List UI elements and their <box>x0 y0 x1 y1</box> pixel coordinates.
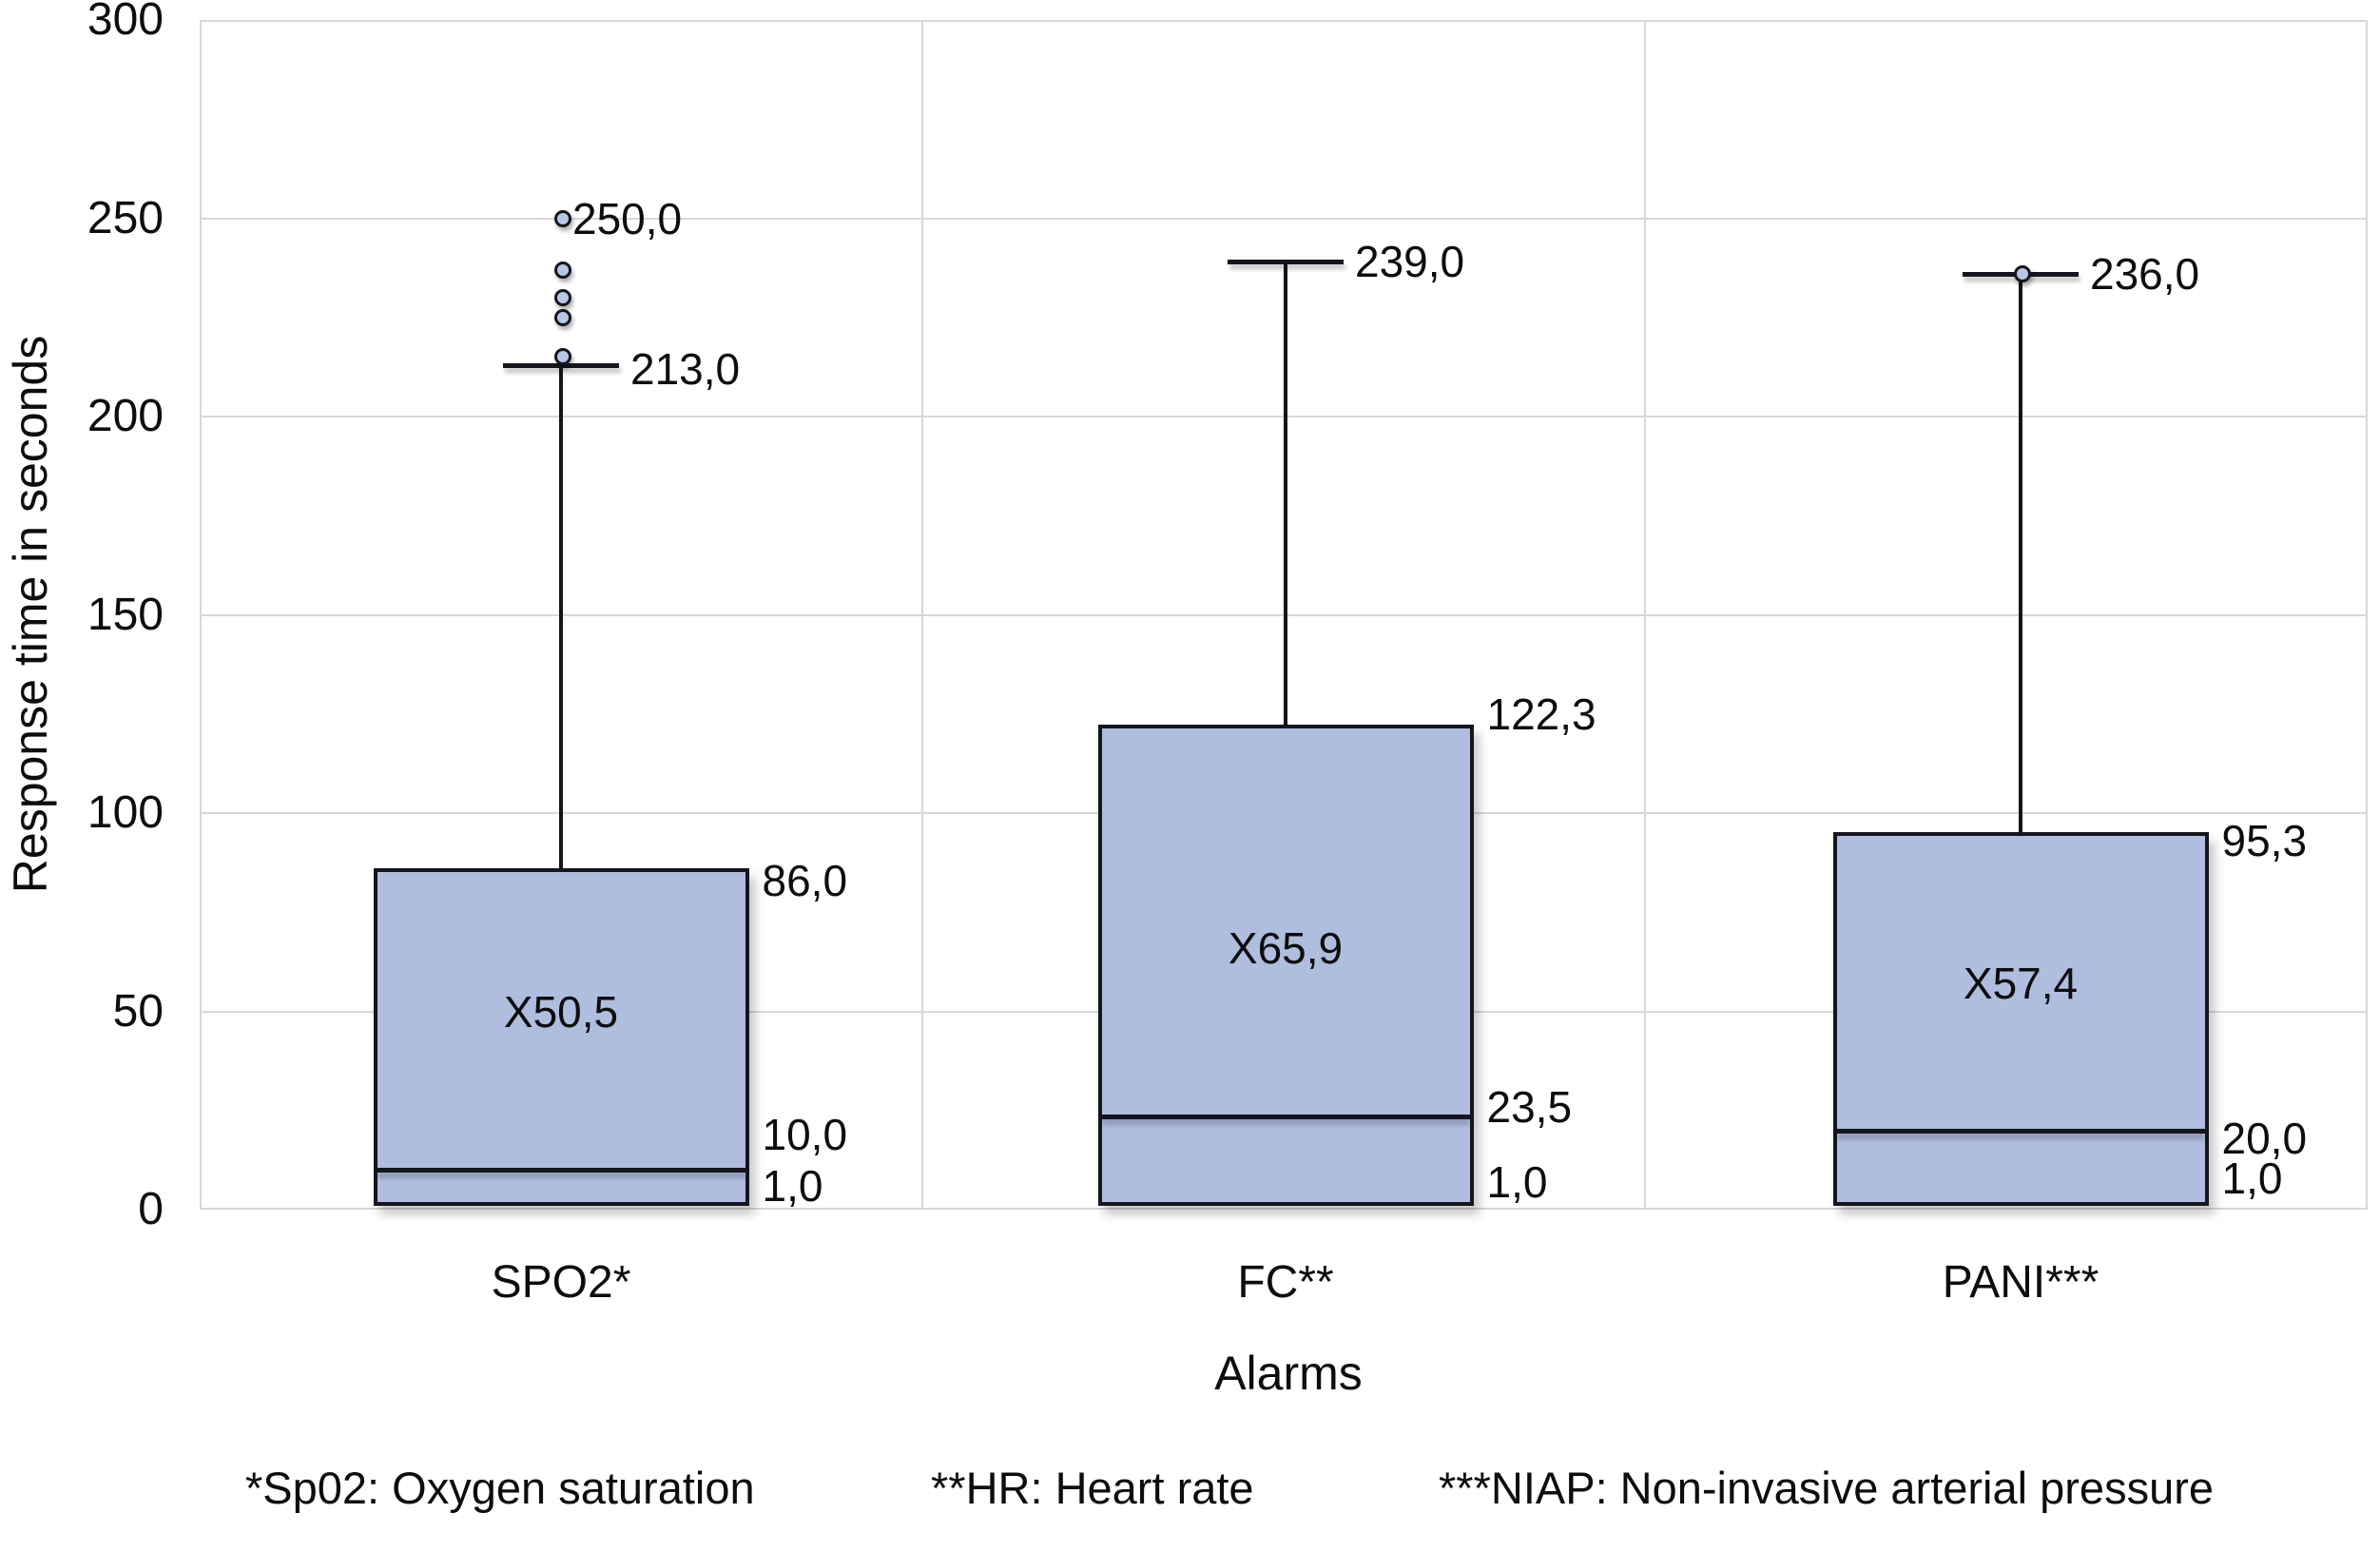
y-tick-label: 100 <box>87 787 164 838</box>
y-tick-label: 150 <box>87 589 164 640</box>
value-label: 239,0 <box>1355 237 1465 287</box>
y-axis-title: Response time in seconds <box>4 335 57 894</box>
median-line <box>1101 1115 1470 1119</box>
outlier-dot <box>554 308 571 326</box>
mean-label: X57,4 <box>1963 959 2079 1009</box>
gridline-v <box>1644 20 1646 1210</box>
y-tick-label: 300 <box>87 0 164 45</box>
value-label: 20,0 <box>2221 1113 2308 1163</box>
category-label: FC** <box>1237 1257 1334 1308</box>
value-label: 213,0 <box>630 343 741 394</box>
category-label: SPO2* <box>491 1257 631 1308</box>
boxplot-box <box>1832 831 2209 1206</box>
footnote: ***NIAP: Non-invasive arterial pressure <box>1439 1463 2214 1513</box>
outlier-dot <box>554 261 571 279</box>
gridline-h <box>200 217 2368 220</box>
whisker-line <box>559 364 563 869</box>
value-label: 86,0 <box>762 855 848 905</box>
value-label: 250,0 <box>572 193 683 243</box>
gridline-v <box>921 20 923 1210</box>
whisker-cap <box>503 362 619 368</box>
boxplot-box <box>1097 725 1474 1206</box>
whisker-line <box>2019 273 2022 832</box>
footnote: **HR: Heart rate <box>931 1463 1254 1513</box>
median-line <box>377 1168 745 1174</box>
whisker-cap <box>1228 260 1344 265</box>
mean-label: X65,9 <box>1228 922 1344 973</box>
value-label: 1,0 <box>2221 1153 2283 1203</box>
outlier-dot <box>554 348 571 366</box>
whisker-line <box>1284 262 1287 725</box>
boxplot-box <box>373 868 749 1206</box>
value-label: 95,3 <box>2221 816 2308 866</box>
y-tick-label: 0 <box>138 1184 164 1234</box>
value-label: 122,3 <box>1486 689 1596 739</box>
x-axis-title: Alarms <box>1214 1347 1363 1400</box>
y-tick-label: 200 <box>87 391 164 441</box>
value-label: 236,0 <box>2090 248 2200 299</box>
outlier-dot <box>2014 264 2031 282</box>
y-tick-label: 50 <box>112 985 164 1037</box>
value-label: 1,0 <box>762 1160 823 1211</box>
footnote: *Sp02: Oxygen saturation <box>245 1463 755 1513</box>
value-label: 23,5 <box>1486 1081 1573 1132</box>
outlier-dot <box>554 209 571 227</box>
median-line <box>1836 1128 2205 1134</box>
category-label: PANI*** <box>1942 1257 2099 1308</box>
value-label: 1,0 <box>1486 1156 1548 1207</box>
y-tick-label: 250 <box>87 192 164 243</box>
outlier-dot <box>554 288 571 306</box>
value-label: 10,0 <box>762 1109 848 1159</box>
mean-label: X50,5 <box>503 986 619 1037</box>
